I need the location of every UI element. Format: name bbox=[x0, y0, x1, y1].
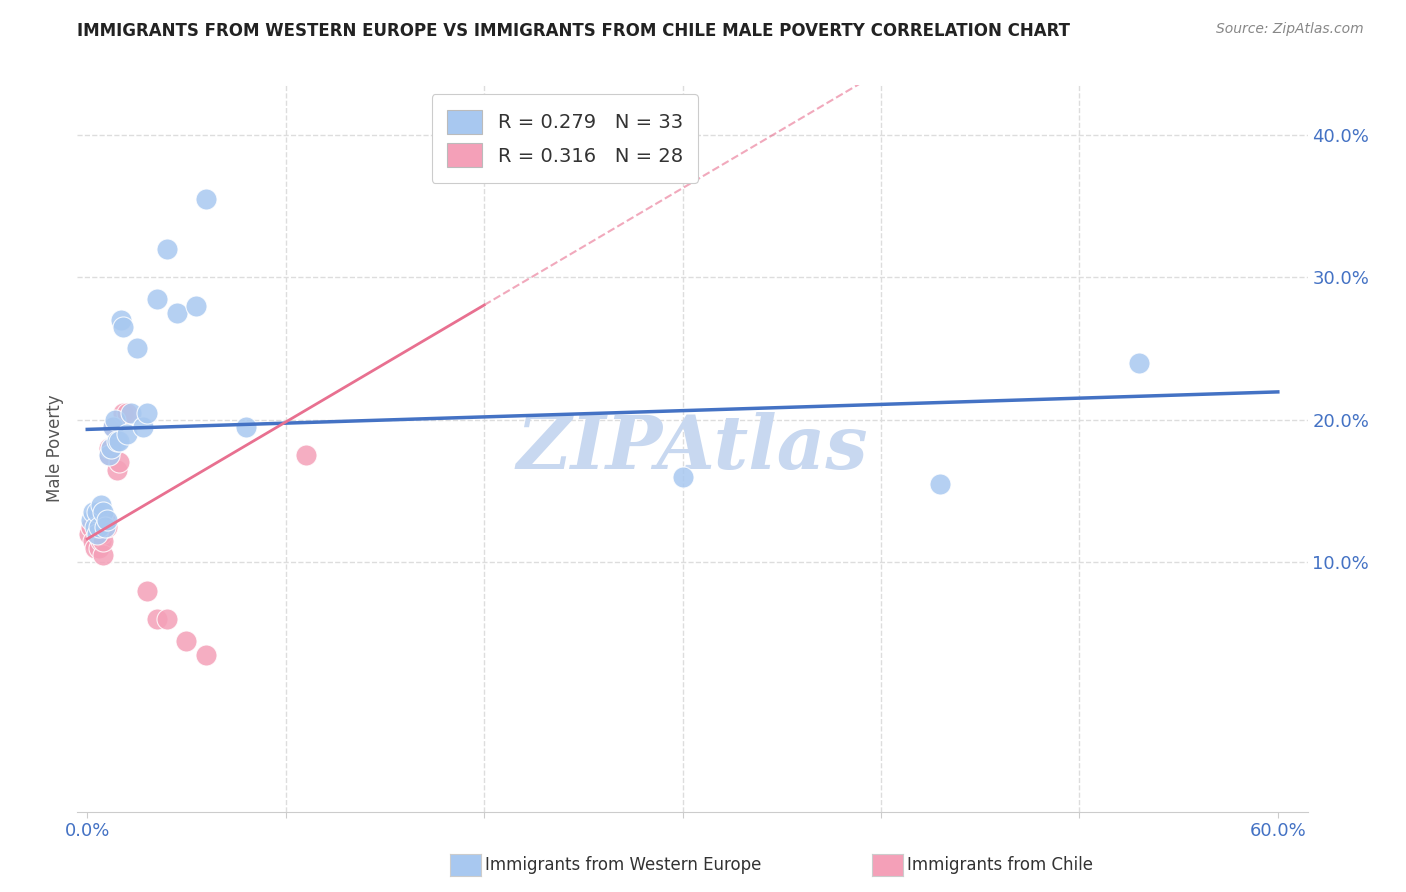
Text: Source: ZipAtlas.com: Source: ZipAtlas.com bbox=[1216, 22, 1364, 37]
Point bbox=[235, 420, 257, 434]
Point bbox=[104, 413, 127, 427]
Point bbox=[105, 462, 128, 476]
Point bbox=[77, 526, 100, 541]
Point bbox=[108, 434, 131, 449]
Y-axis label: Male Poverty: Male Poverty bbox=[46, 394, 65, 502]
Point bbox=[89, 541, 111, 555]
Point bbox=[929, 476, 952, 491]
Point bbox=[111, 320, 134, 334]
Point bbox=[294, 448, 316, 462]
Point bbox=[132, 420, 155, 434]
Point bbox=[94, 519, 117, 533]
Point bbox=[186, 299, 208, 313]
Point bbox=[90, 526, 112, 541]
Point bbox=[156, 612, 179, 626]
Point bbox=[472, 163, 495, 178]
Point bbox=[91, 533, 114, 548]
Point bbox=[80, 519, 103, 533]
Legend: R = 0.279   N = 33, R = 0.316   N = 28: R = 0.279 N = 33, R = 0.316 N = 28 bbox=[432, 95, 699, 183]
Point bbox=[80, 512, 103, 526]
Text: IMMIGRANTS FROM WESTERN EUROPE VS IMMIGRANTS FROM CHILE MALE POVERTY CORRELATION: IMMIGRANTS FROM WESTERN EUROPE VS IMMIGR… bbox=[77, 22, 1070, 40]
Point bbox=[96, 519, 118, 533]
Point bbox=[96, 512, 118, 526]
Point bbox=[115, 406, 138, 420]
Point bbox=[145, 612, 167, 626]
Point bbox=[120, 406, 142, 420]
Point bbox=[90, 533, 112, 548]
Point bbox=[91, 548, 114, 562]
Point bbox=[105, 434, 128, 449]
Point bbox=[86, 526, 108, 541]
Point bbox=[671, 469, 693, 483]
Point bbox=[98, 448, 121, 462]
Point bbox=[91, 505, 114, 519]
Point bbox=[108, 455, 131, 469]
Point bbox=[125, 342, 148, 356]
Point bbox=[110, 313, 132, 327]
Text: Immigrants from Chile: Immigrants from Chile bbox=[907, 856, 1092, 874]
Text: ZIPAtlas: ZIPAtlas bbox=[516, 412, 869, 484]
Point bbox=[86, 526, 108, 541]
Point bbox=[101, 420, 124, 434]
Point bbox=[82, 533, 104, 548]
Point bbox=[100, 442, 122, 455]
Point bbox=[98, 448, 121, 462]
Point bbox=[84, 519, 107, 533]
Point bbox=[82, 505, 104, 519]
Point bbox=[89, 519, 111, 533]
Point bbox=[100, 442, 122, 455]
Point bbox=[86, 512, 108, 526]
Point bbox=[156, 242, 179, 256]
Point bbox=[195, 192, 218, 206]
Point bbox=[94, 512, 117, 526]
Point bbox=[101, 420, 124, 434]
Point bbox=[176, 633, 198, 648]
Point bbox=[98, 442, 121, 455]
Text: Immigrants from Western Europe: Immigrants from Western Europe bbox=[485, 856, 762, 874]
Point bbox=[145, 292, 167, 306]
Point bbox=[135, 583, 157, 598]
Point bbox=[1128, 356, 1150, 370]
Point bbox=[86, 505, 108, 519]
Point bbox=[84, 541, 107, 555]
Point bbox=[90, 498, 112, 512]
Point bbox=[135, 406, 157, 420]
Point bbox=[166, 306, 188, 320]
Point bbox=[115, 427, 138, 442]
Point bbox=[195, 648, 218, 662]
Point bbox=[111, 406, 134, 420]
